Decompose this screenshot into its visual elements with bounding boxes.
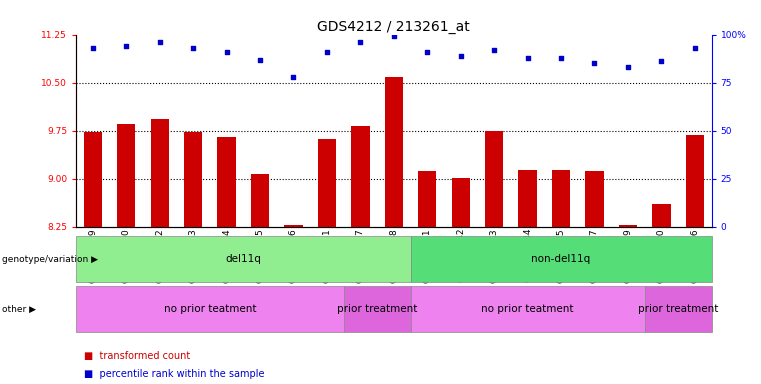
Bar	[285, 225, 303, 227]
Point	[622, 64, 634, 70]
Point	[221, 49, 233, 55]
Text: no prior teatment: no prior teatment	[164, 304, 256, 314]
Text: non-del11q: non-del11q	[531, 254, 591, 264]
Point	[488, 47, 500, 53]
Text: no prior teatment: no prior teatment	[482, 304, 574, 314]
Bar	[451, 178, 470, 227]
Bar	[619, 225, 637, 227]
Point	[120, 43, 132, 49]
Bar	[184, 132, 202, 227]
Text: del11q: del11q	[225, 254, 261, 264]
Bar	[318, 139, 336, 227]
Bar	[84, 132, 102, 227]
Text: prior treatment: prior treatment	[337, 304, 417, 314]
Point	[555, 55, 567, 61]
Point	[187, 45, 199, 51]
Point	[588, 60, 600, 66]
Bar	[251, 174, 269, 227]
Bar	[418, 171, 437, 227]
Point	[521, 55, 533, 61]
Text: other ▶: other ▶	[2, 305, 36, 314]
Point	[387, 33, 400, 40]
Text: ■  percentile rank within the sample: ■ percentile rank within the sample	[84, 369, 264, 379]
Point	[689, 45, 701, 51]
Bar	[351, 126, 370, 227]
Bar	[518, 170, 537, 227]
Bar	[652, 204, 670, 227]
Point	[454, 53, 466, 59]
Point	[355, 39, 367, 45]
Bar	[485, 131, 503, 227]
Point	[254, 56, 266, 63]
Point	[321, 49, 333, 55]
Point	[288, 74, 300, 80]
Point	[655, 58, 667, 65]
Point	[421, 49, 433, 55]
Bar	[585, 171, 603, 227]
Bar	[117, 124, 135, 227]
Point	[154, 39, 166, 45]
Bar	[552, 170, 570, 227]
Bar	[218, 137, 236, 227]
Point	[87, 45, 99, 51]
Text: prior treatment: prior treatment	[638, 304, 718, 314]
Text: ■  transformed count: ■ transformed count	[84, 351, 190, 361]
Bar	[686, 135, 704, 227]
Bar	[384, 78, 403, 227]
Title: GDS4212 / 213261_at: GDS4212 / 213261_at	[317, 20, 470, 33]
Bar	[151, 119, 169, 227]
Text: genotype/variation ▶: genotype/variation ▶	[2, 255, 97, 264]
